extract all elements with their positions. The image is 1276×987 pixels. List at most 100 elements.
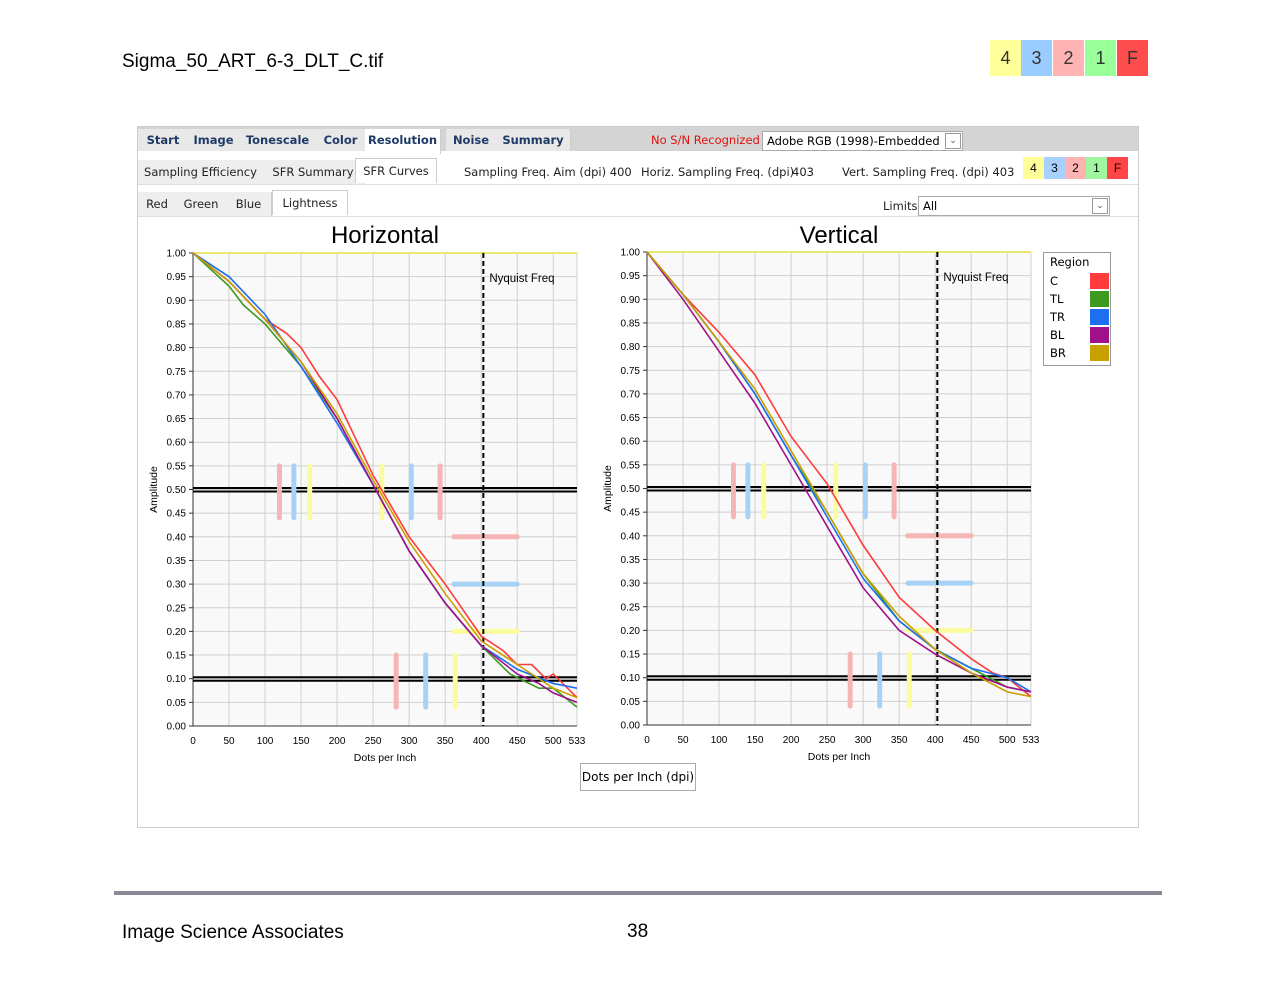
serial-status: No S/N Recognized: [651, 133, 760, 147]
footer-company: Image Science Associates: [122, 922, 344, 943]
grade-badge-1: 1: [1085, 40, 1116, 76]
y-tick-label: 0.80: [167, 343, 187, 354]
x-tick-label: 0: [190, 736, 196, 747]
small-grade-4: 4: [1023, 157, 1044, 179]
legend-label-BR: BR: [1050, 346, 1066, 360]
y-tick-label: 0.40: [621, 531, 641, 542]
x-tick-label: 250: [819, 735, 836, 746]
x-tick-label: 200: [329, 736, 346, 747]
y-tick-label: 0.30: [621, 579, 641, 590]
legend-swatch-BR: [1090, 345, 1109, 361]
y-tick-label: 0.15: [167, 651, 187, 662]
y-tick-label: 0.70: [167, 390, 187, 401]
channel-tab-blue[interactable]: Blue: [226, 192, 272, 216]
y-tick-label: 0.00: [167, 722, 187, 733]
y-tick-label: 0.60: [167, 438, 187, 449]
y-tick-label: 1.00: [621, 248, 641, 259]
profile-value: Adobe RGB (1998)-Embedded: [767, 134, 940, 148]
color-profile-select[interactable]: Adobe RGB (1998)-Embedded ⌄: [762, 131, 963, 151]
sfr-curve-br: [646, 251, 1032, 698]
tab-noise[interactable]: Noise: [446, 129, 497, 151]
x-axis-units-button[interactable]: Dots per Inch (dpi): [580, 763, 696, 791]
legend-swatch-TL: [1090, 291, 1109, 307]
x-tick-label: 533: [1023, 735, 1040, 746]
x-tick-label: 350: [437, 736, 454, 747]
y-tick-label: 0.75: [621, 366, 641, 377]
x-tick-label: 50: [677, 735, 689, 746]
x-tick-label: 400: [927, 735, 944, 746]
tab-image[interactable]: Image: [188, 129, 240, 151]
y-tick-label: 0.65: [167, 414, 187, 425]
subtab-sampling-efficiency[interactable]: Sampling Efficiency: [138, 160, 264, 184]
grade-badge-2: 2: [1053, 40, 1084, 76]
horiz-sampling-value: 403: [792, 165, 814, 179]
tab-tonescale[interactable]: Tonescale: [239, 129, 317, 151]
tab-summary[interactable]: Summary: [496, 129, 571, 151]
subtab-sfr-curves[interactable]: SFR Curves: [355, 158, 437, 183]
legend-label-BL: BL: [1050, 328, 1065, 342]
y-tick-label: 0.90: [621, 295, 641, 306]
y-tick-label: 0.30: [167, 580, 187, 591]
x-axis-label: Dots per Inch: [808, 751, 871, 763]
y-tick-label: 0.05: [167, 698, 187, 709]
x-tick-label: 100: [711, 735, 728, 746]
y-tick-label: 0.20: [621, 626, 641, 637]
y-axis-label: Amplitude: [602, 465, 614, 512]
sfr-curve-br: [192, 252, 578, 699]
legend-swatch-BL: [1090, 327, 1109, 343]
channel-tab-red[interactable]: Red: [138, 192, 177, 216]
horiz-sampling-label: Horiz. Sampling Freq. (dpi): [641, 165, 795, 179]
x-tick-label: 500: [545, 736, 562, 747]
page-number: 38: [627, 921, 649, 942]
legend-title: Region: [1050, 255, 1090, 269]
nyquist-label: Nyquist Freq: [489, 273, 554, 285]
small-grade-3: 3: [1044, 157, 1065, 179]
document-title: Sigma_50_ART_6-3_DLT_C.tif: [122, 51, 384, 72]
grade-badge-F: F: [1117, 40, 1148, 76]
legend-swatch-C: [1090, 273, 1109, 289]
limits-select[interactable]: All ⌄: [918, 196, 1110, 216]
y-tick-label: 0.45: [621, 508, 641, 519]
sfr-curve-c: [646, 251, 1032, 698]
grade-badge-3: 3: [1021, 40, 1052, 76]
grade-badge-4: 4: [990, 40, 1021, 76]
tab-resolution[interactable]: Resolution: [365, 129, 441, 154]
y-tick-label: 0.95: [167, 272, 187, 283]
channel-tab-lightness[interactable]: Lightness: [272, 190, 348, 215]
legend-label-TL: TL: [1050, 292, 1064, 306]
y-tick-label: 0.10: [621, 673, 641, 684]
y-tick-label: 0.65: [621, 413, 641, 424]
legend-label-C: C: [1050, 274, 1059, 288]
chart-title: Vertical: [800, 222, 879, 249]
divider: [138, 216, 1138, 217]
small-grade-1: 1: [1086, 157, 1107, 179]
x-tick-label: 300: [855, 735, 872, 746]
sfr-curve-c: [192, 252, 578, 699]
y-tick-label: 0.55: [621, 460, 641, 471]
limits-value: All: [923, 199, 938, 213]
y-tick-label: 0.25: [621, 602, 641, 613]
channel-tab-green[interactable]: Green: [176, 192, 227, 216]
x-tick-label: 450: [963, 735, 980, 746]
footer-divider: [114, 891, 1162, 895]
y-tick-label: 0.55: [167, 461, 187, 472]
region-legend: Region C TL TR BL BR: [1043, 252, 1111, 366]
chart-title: Horizontal: [331, 222, 439, 249]
x-axis-label: Dots per Inch: [354, 752, 417, 764]
y-tick-label: 0.05: [621, 697, 641, 708]
x-tick-label: 200: [783, 735, 800, 746]
y-tick-label: 0.80: [621, 342, 641, 353]
y-tick-label: 0.60: [621, 437, 641, 448]
x-tick-label: 50: [223, 736, 235, 747]
y-tick-label: 0.45: [167, 509, 187, 520]
x-tick-label: 150: [747, 735, 764, 746]
tab-start[interactable]: Start: [138, 129, 189, 151]
sampling-aim: Sampling Freq. Aim (dpi) 400: [464, 165, 632, 179]
x-tick-label: 300: [401, 736, 418, 747]
y-tick-label: 0.25: [167, 603, 187, 614]
y-tick-label: 0.10: [167, 674, 187, 685]
y-tick-label: 0.20: [167, 627, 187, 638]
chevron-down-icon: ⌄: [945, 133, 961, 149]
y-tick-label: 0.00: [621, 721, 641, 732]
